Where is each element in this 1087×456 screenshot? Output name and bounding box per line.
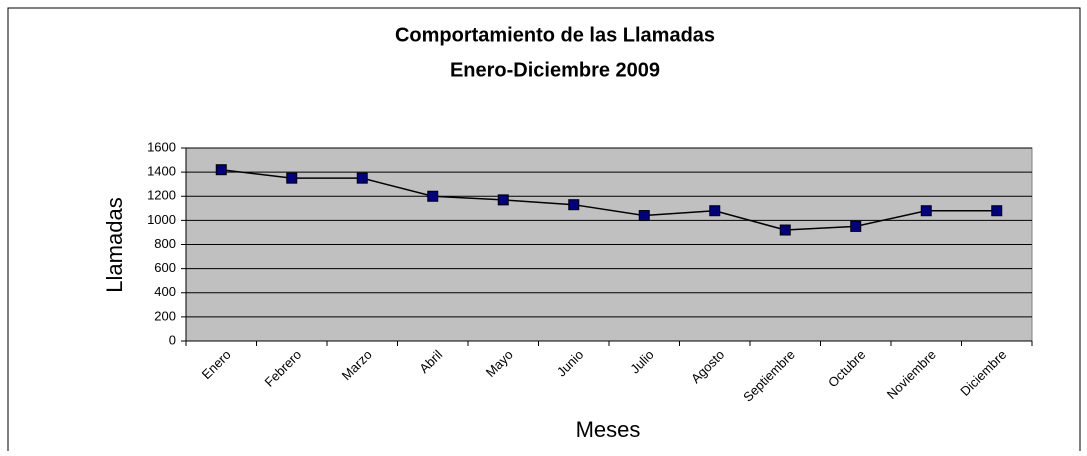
chart-frame [7, 7, 1081, 451]
point-marker [638, 210, 650, 222]
chart-title: Comportamiento de las Llamadas [395, 24, 715, 46]
point-marker [497, 194, 509, 206]
x-tick-label: Septiembre [740, 347, 798, 405]
point-marker [991, 205, 1003, 217]
y-axis-title: Llamadas [102, 197, 127, 292]
series-line [221, 168, 997, 231]
x-tick-label: Marzo [339, 347, 375, 383]
y-tick-label: 1600 [147, 139, 176, 154]
x-tick-label: Febrero [261, 347, 304, 390]
point-marker [850, 220, 862, 232]
point-marker [709, 205, 721, 217]
x-tick-label: Octubre [825, 347, 868, 390]
y-tick-label: 200 [154, 308, 176, 323]
y-tick-label: 800 [154, 236, 176, 251]
point-marker [286, 172, 298, 184]
x-tick-label: Enero [199, 347, 234, 382]
x-tick-label: Abril [416, 347, 445, 376]
x-tick-label: Julio [627, 347, 657, 377]
y-tick-label: 1400 [147, 164, 176, 179]
x-tick-label: Noviembre [884, 347, 939, 402]
point-marker [920, 205, 932, 217]
x-tick-label: Junio [554, 347, 587, 380]
y-tick-label: 0 [169, 332, 176, 347]
point-marker [427, 190, 439, 202]
y-tick-label: 1200 [147, 188, 176, 203]
x-axis-title: Meses [576, 417, 641, 442]
x-tick-label: Mayo [483, 347, 516, 380]
point-marker [779, 224, 791, 236]
x-tick-label: Agosto [688, 347, 727, 386]
x-tick-label: Diciembre [957, 347, 1009, 399]
y-tick-label: 1000 [147, 212, 176, 227]
point-marker [215, 164, 227, 176]
point-marker [568, 199, 580, 211]
y-tick-label: 600 [154, 260, 176, 275]
point-marker [356, 172, 368, 184]
y-tick-label: 400 [154, 284, 176, 299]
chart-subtitle: Enero-Diciembre 2009 [450, 59, 660, 81]
